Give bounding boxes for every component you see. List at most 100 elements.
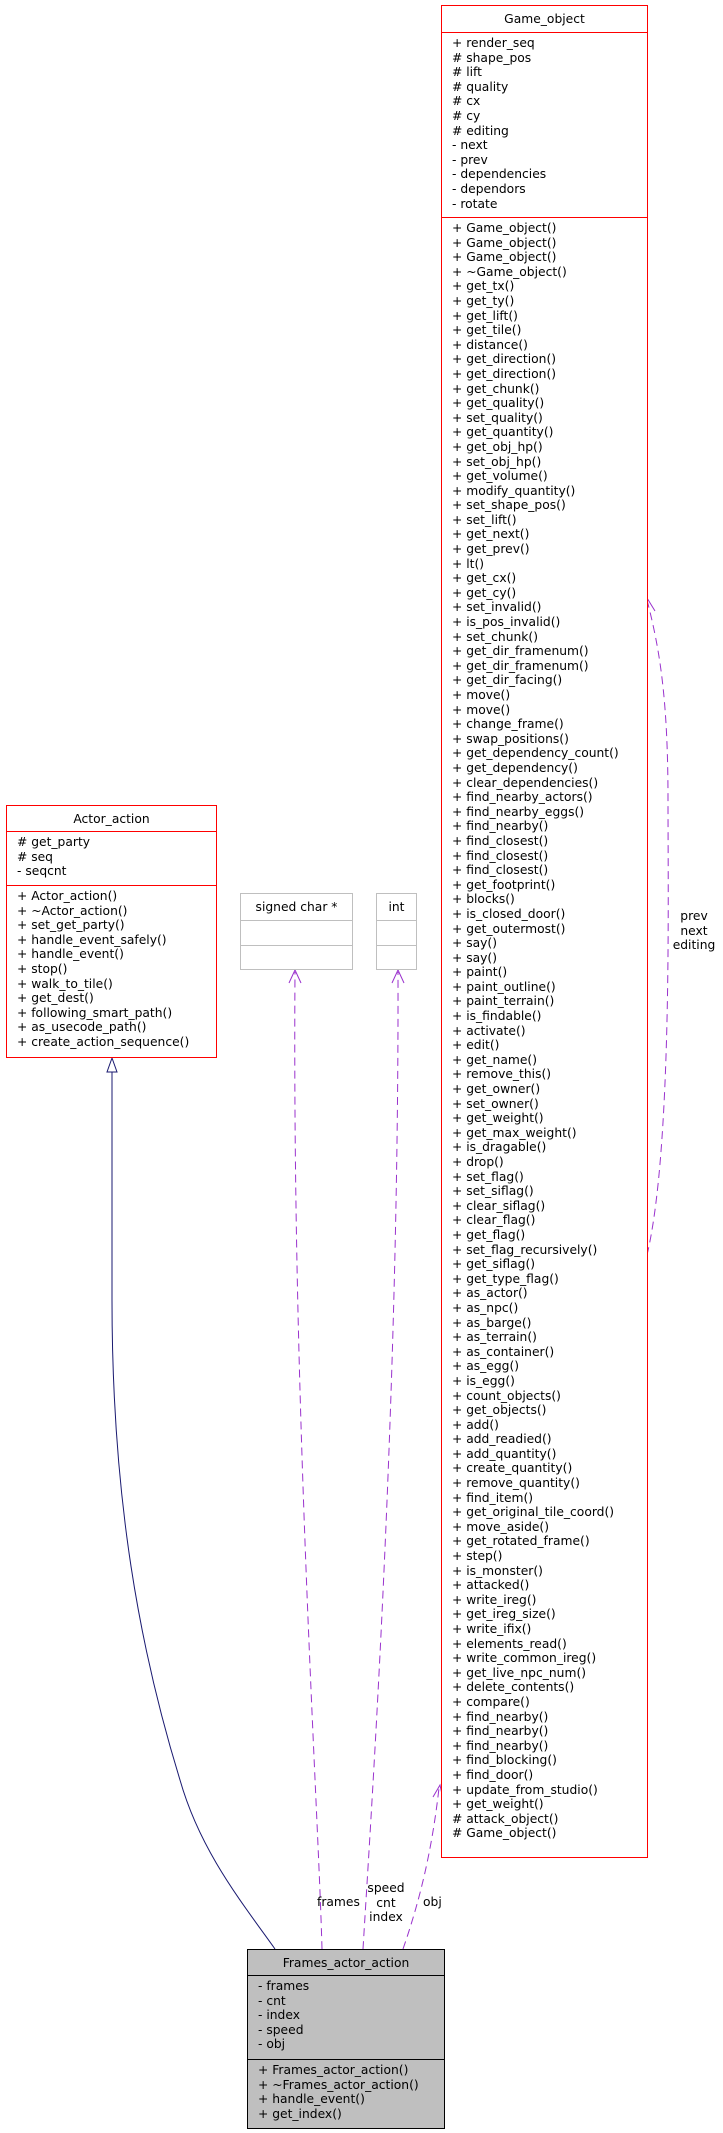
edge-label-obj: obj [423, 1895, 442, 1909]
arrow-int-icon [391, 968, 405, 984]
type-title: int [377, 894, 416, 921]
method-item: + as_actor() [452, 1286, 528, 1301]
method-item: + set_flag_recursively() [452, 1242, 598, 1257]
attribute-list: # get_party # seq - seqcnt [7, 832, 216, 886]
method-item: + as_barge() [452, 1315, 532, 1330]
attribute-list: + render_seq # shape_pos # lift # quality # … [442, 33, 647, 218]
method-item: + attacked() [452, 1578, 530, 1593]
method-item: + find_nearby() [452, 1724, 549, 1739]
method-item: + Actor_action() [17, 889, 118, 903]
attribute-item: - rotate [452, 196, 498, 211]
method-item: + set_lift() [452, 512, 517, 527]
type-int[interactable]: int [376, 893, 417, 970]
attribute-item: + render_seq [452, 36, 535, 50]
attribute-item: - frames [258, 1979, 310, 1993]
attribute-item: # cx [452, 94, 481, 109]
method-item: + is_closed_door() [452, 906, 566, 921]
edge-label-self-loop: prev next editing [670, 909, 718, 953]
edge-label-cnt: cnt [376, 1895, 396, 1910]
method-item: + say() [452, 950, 498, 965]
method-item: + move() [452, 688, 511, 702]
method-item: + get_live_npc_num() [452, 1665, 587, 1680]
method-item: + find_blocking() [452, 1753, 557, 1768]
method-item: + get_direction() [452, 352, 557, 367]
method-item: + find_door() [452, 1767, 534, 1782]
type-title: signed char * [241, 894, 352, 921]
method-item: + ~Frames_actor_action() [258, 2077, 419, 2092]
method-item: + write_common_ireg() [452, 1651, 597, 1666]
method-item: + handle_event() [17, 947, 124, 962]
edge-label-index: index [369, 1910, 403, 1925]
method-item: + handle_event() [258, 2092, 365, 2107]
type-signed-char-pointer[interactable]: signed char * [240, 893, 353, 970]
empty-method-section [377, 946, 416, 949]
method-item: + set_flag() [452, 1169, 524, 1184]
method-item: + get_chunk() [452, 381, 540, 396]
class-frames-actor-action[interactable]: Frames_actor_action - frames - cnt - index… [247, 1949, 445, 2129]
method-item: + find_closest() [452, 833, 549, 848]
method-item: + get_objects() [452, 1403, 547, 1418]
method-item: + get_dest() [17, 991, 94, 1006]
attribute-item: # lift [452, 65, 482, 80]
method-item: + as_npc() [452, 1300, 519, 1315]
method-item: + edit() [452, 1038, 500, 1053]
method-item: + change_frame() [452, 717, 564, 732]
method-item: + add() [452, 1417, 499, 1432]
class-title: Frames_actor_action [248, 1950, 444, 1976]
inheritance-arrowhead-icon [106, 1056, 118, 1073]
method-list: + Game_object() + Game_object() + Game_obj… [442, 218, 647, 1841]
method-item: + as_egg() [452, 1359, 520, 1374]
method-item: + count_objects() [452, 1388, 561, 1403]
edge-label-editing: editing [672, 938, 716, 953]
class-title: Actor_action [7, 806, 216, 832]
method-item: + get_quality() [452, 396, 545, 411]
method-item: + paint_outline() [452, 979, 556, 994]
method-item: + set_chunk() [452, 629, 539, 644]
empty-attribute-section [241, 921, 352, 946]
method-item: + get_weight() [452, 1111, 544, 1126]
class-game-object[interactable]: Game_object + render_seq # shape_pos # lif… [441, 5, 648, 1858]
method-item: + handle_event_safely() [17, 932, 167, 947]
method-item: + find_nearby() [452, 1738, 549, 1753]
method-item: + find_closest() [452, 863, 549, 878]
attribute-item: - dependors [452, 181, 526, 196]
edge-self-loop [646, 599, 669, 1256]
method-item: + is_findable() [452, 1009, 542, 1024]
method-item: + find_nearby_actors() [452, 790, 593, 805]
method-item: + find_closest() [452, 848, 549, 863]
method-item: + activate() [452, 1023, 526, 1038]
method-item: + get_ty() [452, 293, 515, 308]
method-list: + Actor_action() + ~Actor_action() + set_g… [7, 886, 216, 1050]
method-item: + paint() [452, 965, 508, 980]
method-item: + create_quantity() [452, 1461, 573, 1476]
attribute-item: - next [452, 138, 488, 153]
method-item: + add_readied() [452, 1432, 552, 1447]
edge-frames [294, 971, 323, 1950]
method-item: + get_cx() [452, 571, 517, 586]
method-item: + is_egg() [452, 1373, 515, 1388]
attribute-item: - index [258, 2008, 300, 2023]
method-item: + get_siflag() [452, 1257, 536, 1272]
class-actor-action[interactable]: Actor_action # get_party # seq - seqcnt + … [6, 805, 217, 1058]
attribute-item: # editing [452, 123, 509, 138]
method-item: + as_usecode_path() [17, 1020, 147, 1035]
method-item: + blocks() [452, 892, 515, 907]
method-item: + as_container() [452, 1344, 555, 1359]
method-item: + walk_to_tile() [17, 976, 113, 991]
method-item: + Game_object() [452, 221, 557, 235]
method-item: + get_ireg_size() [452, 1607, 556, 1622]
method-item: + get_dir_framenum() [452, 644, 589, 659]
attribute-item: - cnt [258, 1993, 286, 2008]
method-item: + Frames_actor_action() [258, 2063, 409, 2077]
attribute-item: # cy [452, 108, 481, 123]
method-item: + get_dir_facing() [452, 673, 563, 688]
edge-int [362, 971, 399, 1950]
method-item: + ~Actor_action() [17, 903, 128, 918]
method-item: + get_quantity() [452, 425, 554, 440]
method-item: + get_next() [452, 527, 530, 542]
edge-label-speed: speed [367, 1881, 405, 1895]
method-item: + create_action_sequence() [17, 1034, 190, 1049]
attribute-item: - seqcnt [17, 864, 67, 879]
method-item: + lt() [452, 556, 485, 571]
